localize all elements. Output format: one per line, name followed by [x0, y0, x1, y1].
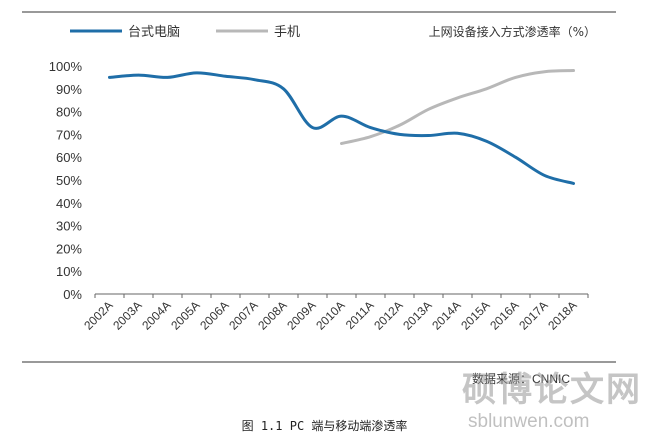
data-point [572, 182, 575, 185]
data-point [543, 70, 546, 73]
x-tick-label: 2017A [516, 298, 550, 332]
data-point [340, 114, 343, 118]
y-tick-label: 60% [56, 150, 82, 165]
x-tick-label: 2003A [110, 298, 144, 332]
data-point [427, 134, 430, 137]
y-tick-label: 0% [63, 287, 82, 302]
figure-caption: 图 1.1 PC 端与移动端渗透率 [241, 419, 408, 433]
data-point [195, 71, 198, 75]
x-tick-label: 2014A [429, 298, 463, 332]
data-point [311, 126, 314, 129]
y-tick-label: 10% [56, 264, 82, 279]
y-tick-label: 40% [56, 196, 82, 211]
x-tick-label: 2005A [168, 298, 202, 332]
x-tick-label: 2013A [400, 298, 434, 332]
x-tick-label: 2006A [197, 298, 231, 332]
data-point [427, 108, 430, 111]
data-point [340, 142, 343, 145]
y-tick-label: 30% [56, 219, 82, 234]
x-tick-label: 2002A [81, 298, 115, 332]
y-tick-label: 80% [56, 105, 82, 120]
data-point [369, 126, 372, 129]
legend-label-desktop: 台式电脑 [128, 25, 180, 40]
x-tick-label: 2015A [458, 298, 492, 332]
x-tick-label: 2009A [284, 298, 318, 332]
x-tick-label: 2010A [313, 298, 347, 332]
data-point [398, 124, 401, 127]
legend-label-mobile: 手机 [274, 25, 300, 40]
data-point [224, 75, 227, 78]
data-point [398, 133, 401, 136]
x-tick-label: 2018A [545, 298, 579, 332]
x-tick-label: 2007A [226, 298, 260, 332]
x-tick-label: 2011A [343, 298, 377, 332]
data-point [137, 73, 140, 77]
data-point [514, 156, 517, 159]
y-tick-label: 90% [56, 82, 82, 97]
x-tick-label: 2008A [255, 298, 289, 332]
series-line-desktop [108, 71, 575, 185]
data-point [253, 78, 256, 81]
source-note: 数据来源：CNNIC [472, 372, 570, 386]
x-tick-label: 2016A [487, 298, 521, 332]
data-point [456, 96, 459, 100]
data-point [108, 76, 111, 79]
data-point [485, 140, 488, 143]
data-point [369, 135, 372, 138]
data-point [514, 76, 517, 79]
y-tick-label: 70% [56, 127, 82, 142]
legend: 台式电脑 手机 [70, 25, 300, 40]
x-tick-label: 2012A [371, 298, 405, 332]
data-point [282, 87, 285, 91]
data-point [543, 174, 546, 177]
chart-title: 上网设备接入方式渗透率（%） [429, 24, 596, 39]
y-tick-label: 50% [56, 173, 82, 188]
x-tick-label: 2004A [139, 298, 173, 332]
watermark-text: 硕博论文网 [462, 370, 642, 410]
data-point [166, 76, 169, 79]
watermark-url: sblunwen.com [468, 411, 590, 432]
y-tick-label: 100% [49, 59, 83, 74]
y-tick-label: 20% [56, 241, 82, 256]
data-point [456, 132, 459, 135]
data-point [485, 87, 488, 91]
data-point [572, 69, 575, 72]
